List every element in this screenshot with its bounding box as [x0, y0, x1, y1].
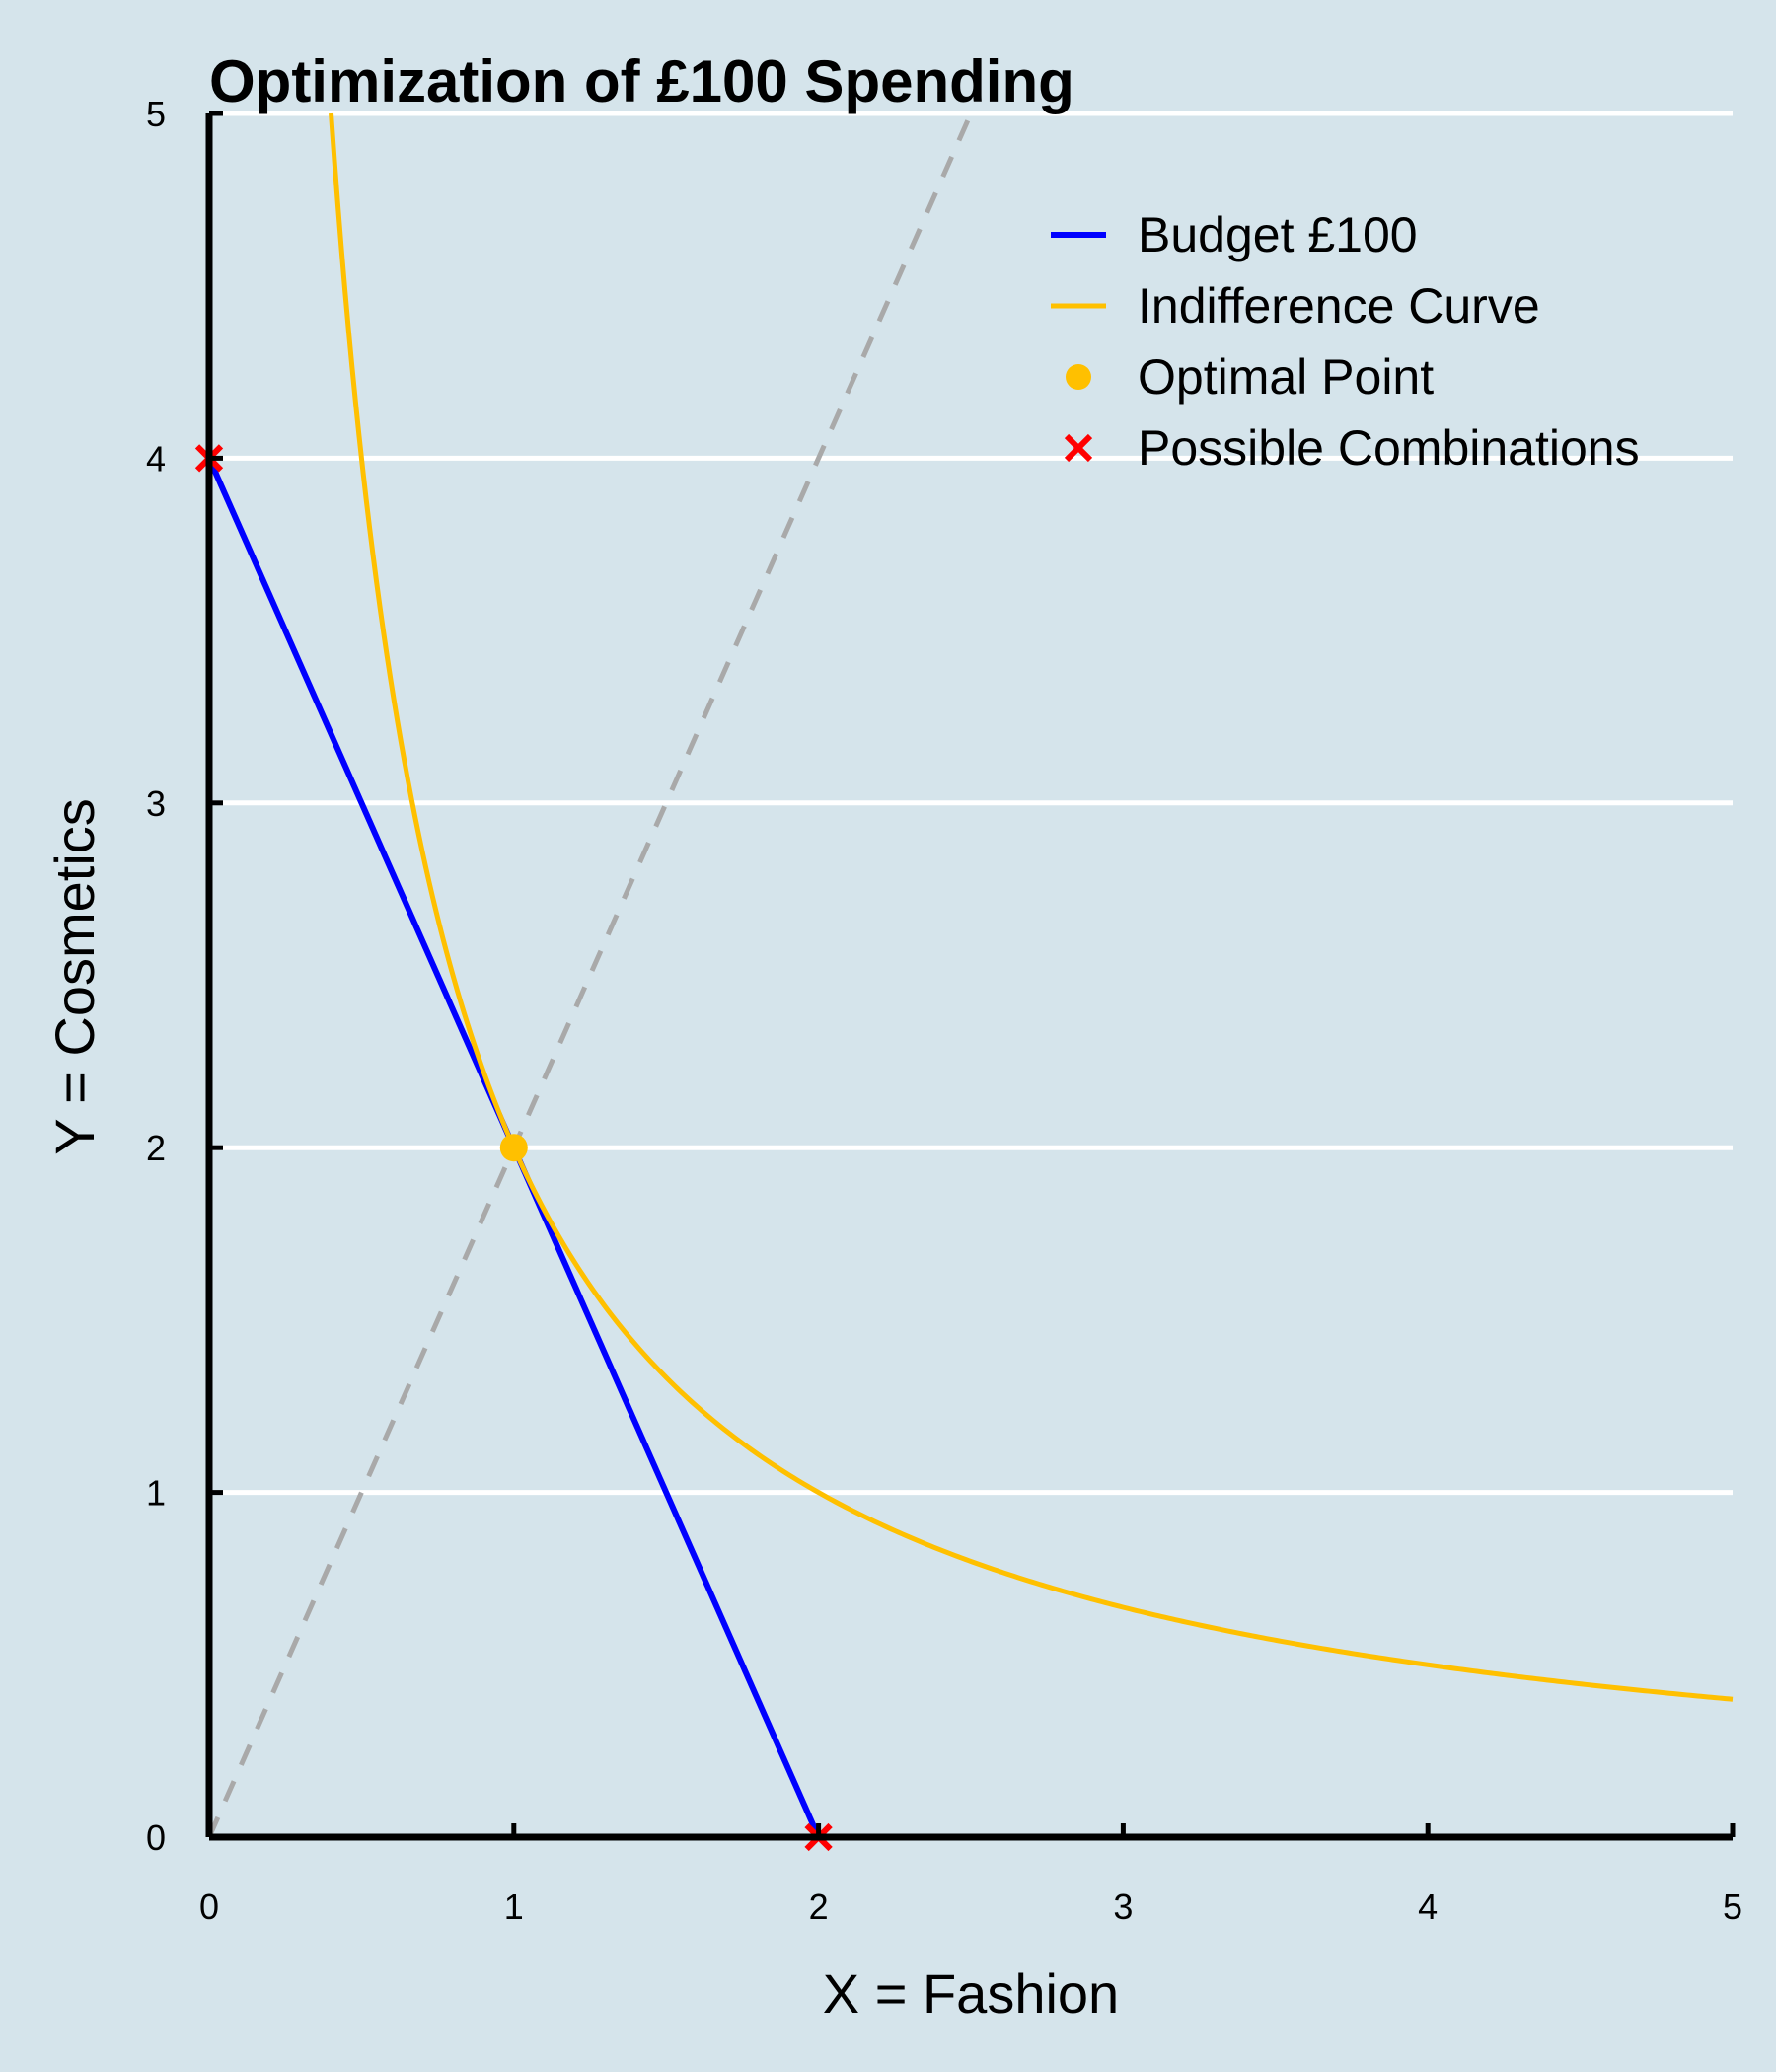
x-tick-label-1: 1 [504, 1887, 524, 1927]
x-tick-label-0: 0 [199, 1887, 219, 1927]
grid-lines [209, 111, 1733, 1496]
reference-lines [206, 111, 974, 1839]
legend-label-3: Optimal Point [1138, 349, 1434, 405]
tick-labels: 0 1 2 3 4 5 0 1 2 3 4 5 [146, 94, 1742, 1927]
indifference-curve [329, 112, 1734, 1702]
series-layer [194, 112, 1734, 1852]
x-tick-label-5: 5 [1723, 1887, 1742, 1927]
legend-entry-2: Indifference Curve [1051, 278, 1540, 333]
x-tick-label-4: 4 [1418, 1887, 1438, 1927]
legend-entry-3: Optimal Point [1066, 349, 1434, 405]
legend-entry-1: Budget £100 [1051, 207, 1418, 262]
x-tick-label-3: 3 [1113, 1887, 1133, 1927]
legend-label-4: Possible Combinations [1138, 420, 1640, 476]
y-tick-label-0: 0 [146, 1817, 166, 1858]
reference-dashed-line [206, 111, 974, 1839]
optimal-point-marker [499, 1134, 528, 1162]
legend-entry-4: Possible Combinations [1064, 420, 1640, 476]
y-tick-label-3: 3 [146, 783, 166, 824]
legend-label-2: Indifference Curve [1138, 278, 1540, 333]
axes [205, 111, 1736, 1841]
legend-swatch-3 [1066, 364, 1091, 390]
legend: Budget £100 Indifference Curve Optimal Poi… [1051, 207, 1640, 476]
y-tick-label-4: 4 [146, 438, 166, 479]
y-axis-label: Y = Cosmetics [43, 798, 106, 1155]
x-axis-label: X = Fashion [823, 1962, 1119, 2025]
legend-label-1: Budget £100 [1138, 207, 1418, 262]
y-tick-label-5: 5 [146, 94, 166, 134]
y-tick-label-1: 1 [146, 1473, 166, 1514]
legend-swatch-4-b [1064, 433, 1093, 463]
chart-title: Optimization of £100 Spending [209, 48, 1074, 114]
y-tick-label-2: 2 [146, 1128, 166, 1168]
x-tick-label-2: 2 [809, 1887, 829, 1927]
